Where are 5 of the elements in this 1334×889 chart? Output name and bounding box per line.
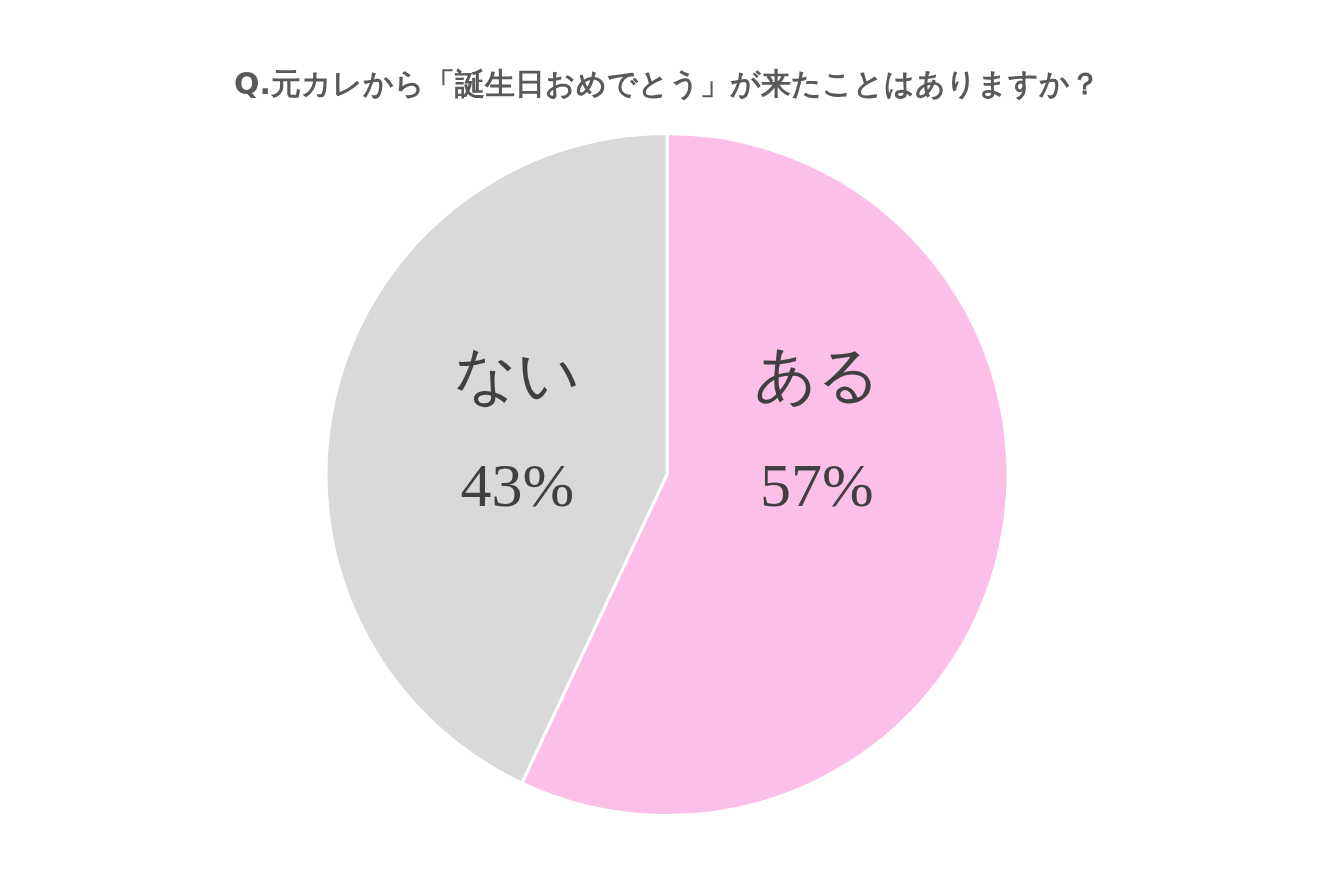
slice-label: ある (753, 340, 880, 409)
slice-label: ない (454, 340, 581, 409)
data-label: 57% (759, 450, 874, 519)
data-label: 43% (460, 450, 575, 519)
chart-title: Q.元カレから「誕生日おめでとう」が来たことはありますか？ (234, 65, 1100, 101)
